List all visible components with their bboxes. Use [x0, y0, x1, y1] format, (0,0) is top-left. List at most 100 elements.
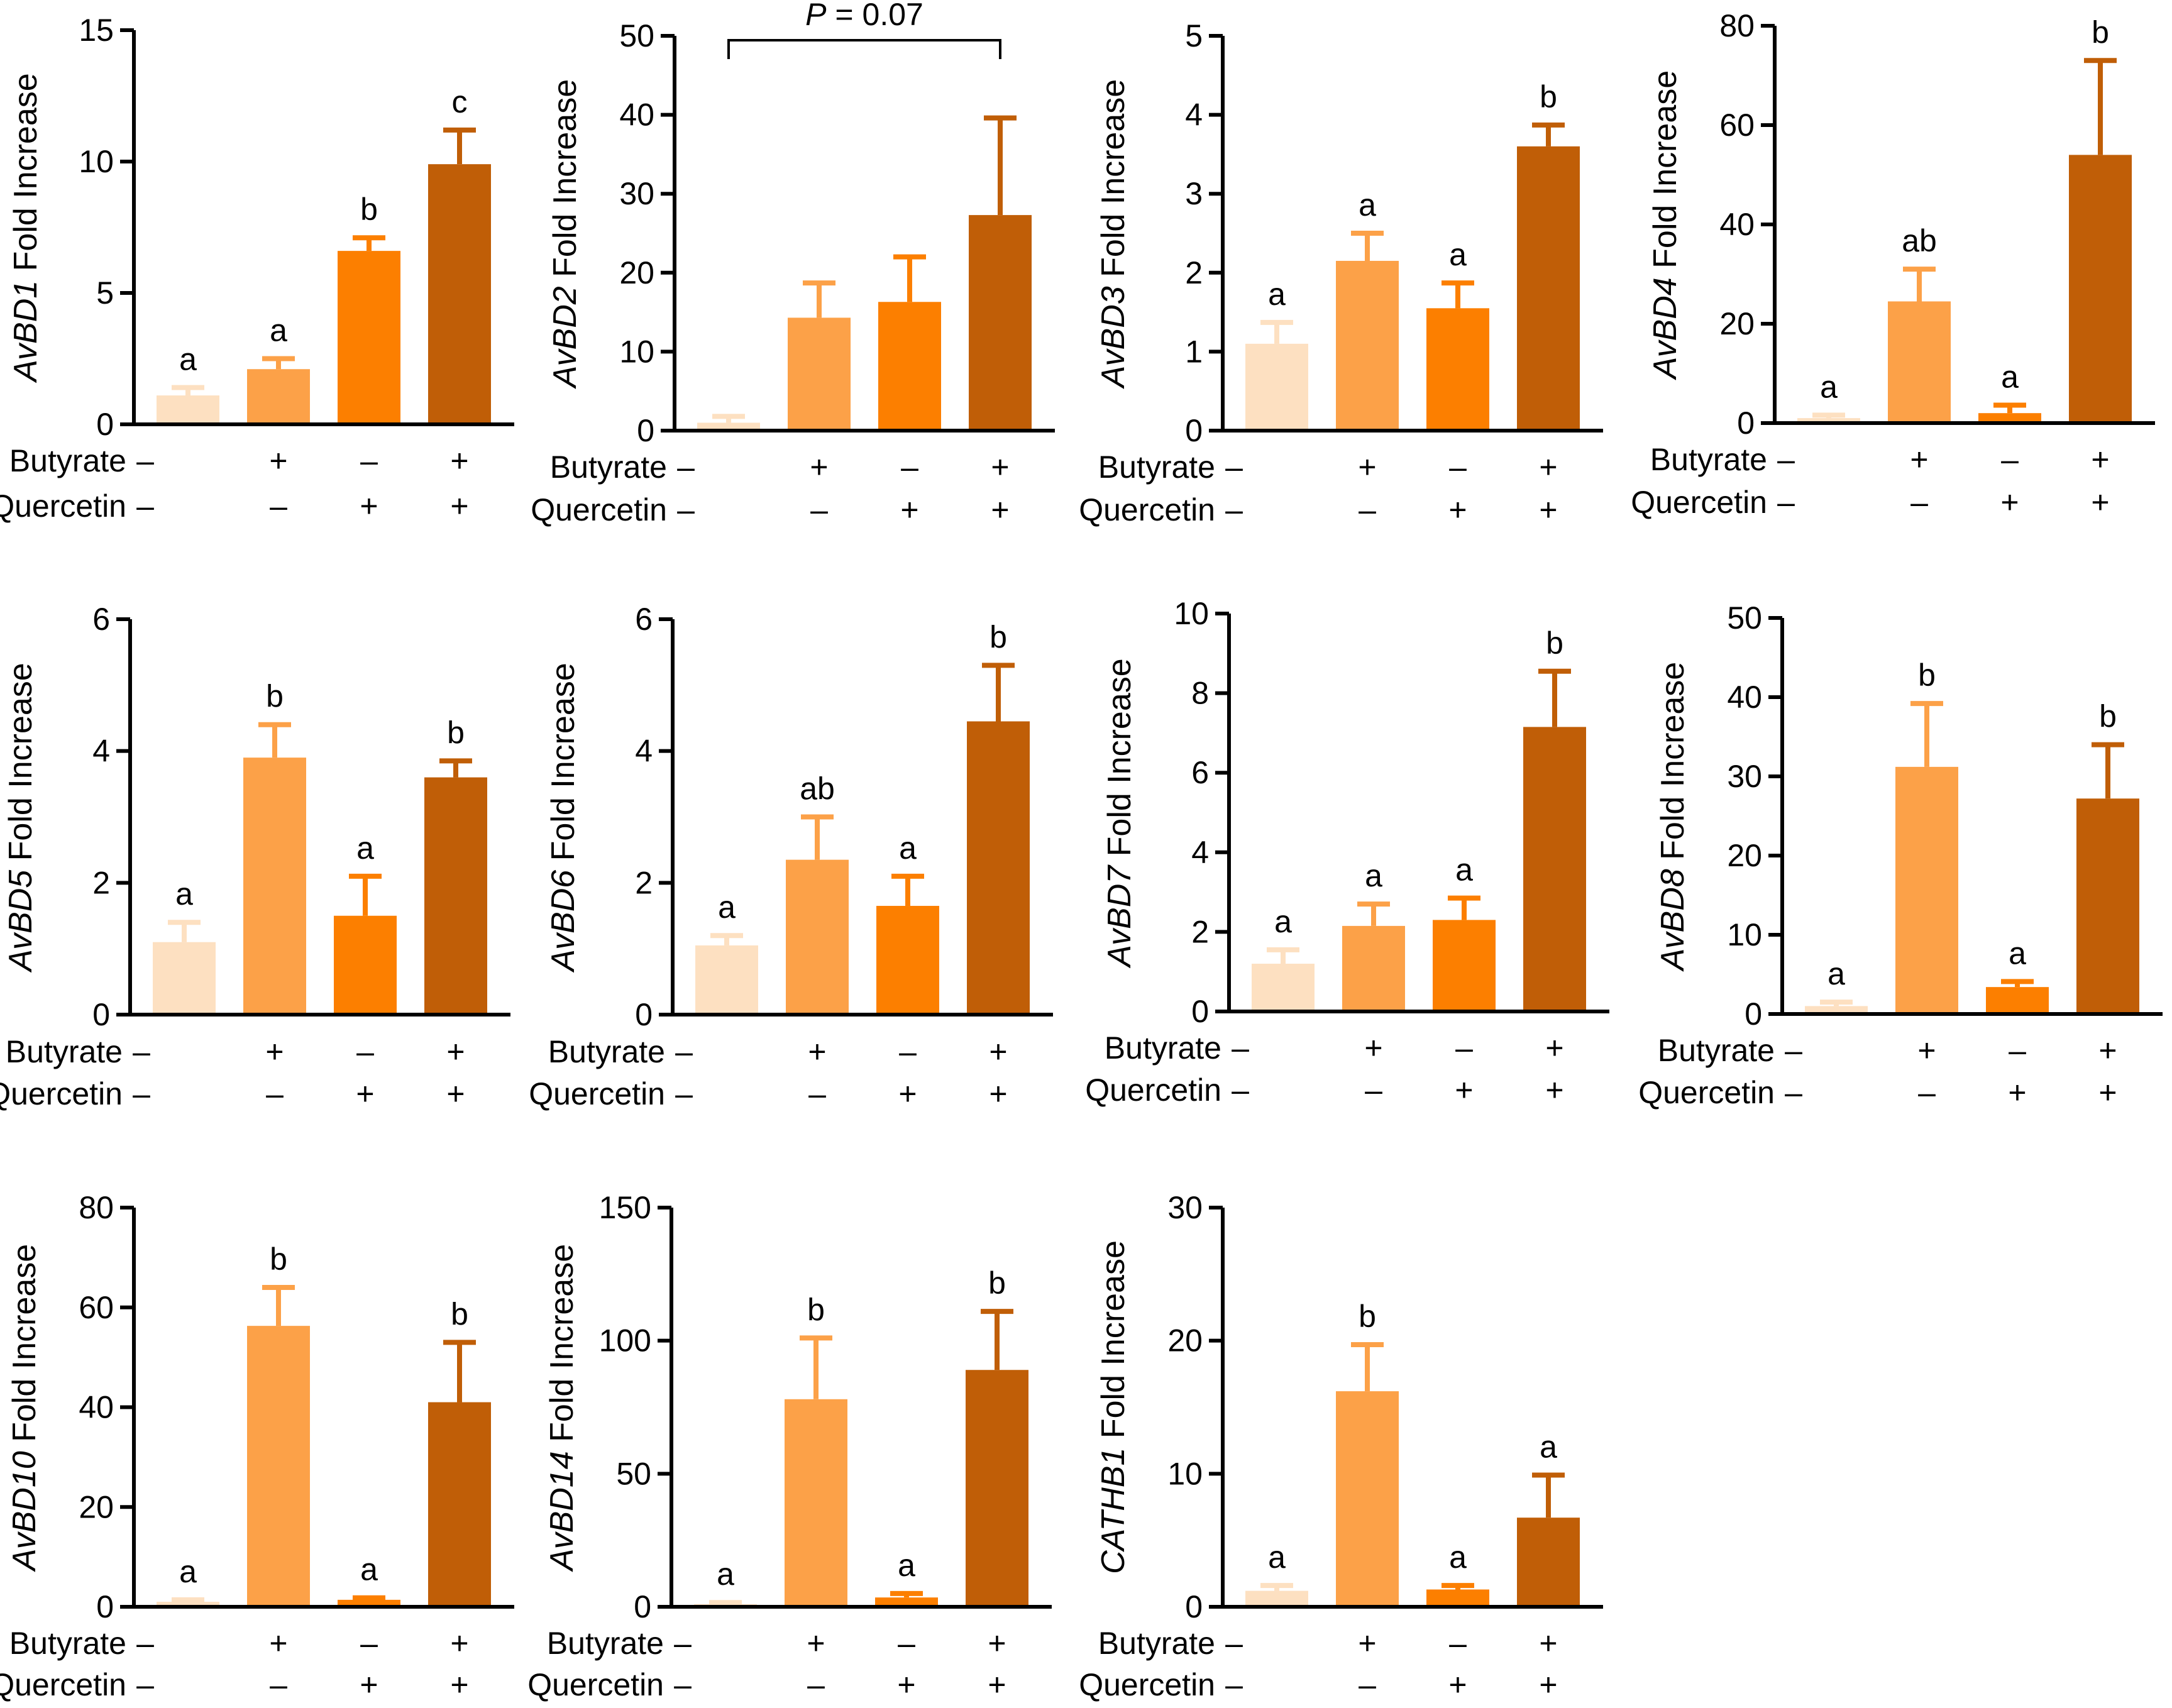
quercetin-sign: – [1918, 1075, 1936, 1110]
quercetin-sign: + [988, 1667, 1006, 1702]
y-tick-label: 10 [79, 144, 114, 179]
quercetin-row-label: Quercetin [531, 492, 667, 527]
chart-avbd5: a b a b 0 2 4 6 AvBD5 Fold Increase Butyrate Querc… [0, 602, 510, 1111]
bar [157, 1602, 219, 1607]
bar [247, 369, 310, 424]
y-axis-title-suffix: Fold Increase [1095, 79, 1132, 287]
quercetin-sign: + [2000, 485, 2019, 520]
butyrate-row-label: Butyrate [9, 1626, 126, 1661]
quercetin-sign: + [360, 1667, 378, 1702]
y-axis-title: CATHB1 Fold Increase [1095, 1240, 1132, 1574]
y-axis-title-suffix: Fold Increase [544, 1244, 580, 1452]
bar [1426, 1589, 1489, 1607]
significance-letter: b [451, 1296, 468, 1331]
significance-letter: b [270, 1242, 287, 1277]
comparison-bracket [727, 39, 1001, 59]
y-axis-title-suffix: Fold Increase [6, 1244, 43, 1452]
y-axis-title-gene: AvBD10 [6, 1451, 43, 1572]
chart-avbd2: 0 10 20 30 40 50 AvBD2 Fold Increase Butyrate Qu… [531, 0, 1055, 527]
y-axis-title: AvBD1 Fold Increase [8, 73, 44, 383]
y-tick-label: 80 [1719, 8, 1755, 43]
y-tick-label: 0 [635, 997, 653, 1032]
bar [1805, 1006, 1868, 1014]
quercetin-sign: + [1448, 492, 1467, 527]
y-tick-label: 20 [619, 255, 654, 290]
y-axis-title-suffix: Fold Increase [1647, 70, 1684, 278]
butyrate-sign: – [1449, 449, 1467, 485]
butyrate-sign: – [1777, 442, 1795, 477]
butyrate-sign: – [1225, 1626, 1243, 1661]
bar [786, 859, 849, 1015]
bar [1797, 418, 1860, 423]
significance-letter: a [1820, 369, 1838, 404]
butyrate-sign: + [808, 1034, 826, 1069]
bar [334, 915, 397, 1015]
y-tick-label: 0 [96, 407, 114, 442]
quercetin-sign: + [360, 488, 378, 524]
y-tick-label: 150 [599, 1190, 651, 1225]
bar [1978, 413, 2041, 423]
y-tick-label: 0 [1185, 413, 1203, 448]
y-axis-title-gene: CATHB1 [1095, 1448, 1132, 1574]
y-tick-label: 20 [1167, 1323, 1203, 1358]
quercetin-sign: + [1455, 1072, 1473, 1108]
quercetin-row-label: Quercetin [1079, 1667, 1215, 1702]
significance-letter: b [360, 192, 378, 227]
y-axis-title: AvBD2 Fold Increase [547, 79, 583, 389]
significance-letter: a [1540, 1429, 1557, 1464]
y-tick-label: 40 [619, 97, 654, 133]
butyrate-sign: + [810, 449, 828, 485]
butyrate-sign: + [446, 1034, 465, 1069]
y-tick-label: 6 [92, 602, 110, 637]
y-tick-label: 20 [1727, 838, 1762, 873]
y-axis-title-suffix: Fold Increase [545, 663, 582, 870]
butyrate-sign: – [2009, 1033, 2026, 1068]
chart-avbd7: a a a b 0 2 4 6 8 10 AvBD7 Fold Increase Butyrate Qu… [1085, 596, 1609, 1108]
quercetin-sign: – [1225, 1667, 1243, 1702]
bar [785, 1399, 847, 1607]
quercetin-sign: – [1785, 1075, 1802, 1110]
y-tick-label: 10 [619, 334, 654, 369]
quercetin-sign: – [1232, 1072, 1249, 1108]
bar [1895, 766, 1958, 1014]
quercetin-sign: + [897, 1667, 915, 1702]
quercetin-sign: – [270, 1667, 287, 1702]
chart-avbd1: a a b c 0 5 10 15 AvBD1 Fold Increase Butyrate Que… [0, 13, 514, 524]
y-tick-label: 0 [96, 1589, 114, 1624]
y-tick-label: 100 [599, 1323, 651, 1358]
y-axis-title-gene: AvBD2 [547, 286, 583, 389]
y-axis-title: AvBD5 Fold Increase [3, 663, 39, 972]
quercetin-row-label: Quercetin [527, 1667, 664, 1702]
quercetin-sign: – [133, 1076, 150, 1111]
butyrate-sign: – [1785, 1033, 1802, 1068]
y-axis-title-gene: AvBD8 [1655, 869, 1691, 972]
significance-letter: a [1268, 277, 1286, 312]
bar [1342, 925, 1405, 1011]
y-tick-label: 0 [634, 1589, 651, 1624]
butyrate-sign: – [136, 1626, 154, 1661]
bar [338, 1599, 400, 1607]
y-tick-label: 60 [79, 1290, 114, 1325]
quercetin-sign: + [1539, 1667, 1557, 1702]
y-tick-label: 10 [1174, 596, 1209, 631]
y-tick-label: 0 [1191, 994, 1209, 1029]
bar [788, 317, 851, 431]
p-value-label: P = 0.07 [805, 0, 923, 32]
chart-avbd3: a a a b 0 1 2 3 4 5 AvBD3 Fold Increase Butyrate Que… [1079, 18, 1603, 527]
butyrate-row-label: Butyrate [9, 443, 126, 478]
bar [428, 1402, 491, 1607]
butyrate-row-label: Butyrate [6, 1034, 123, 1069]
y-tick-label: 50 [619, 18, 654, 53]
bar [338, 251, 400, 424]
y-tick-label: 30 [619, 176, 654, 211]
significance-letter: a [899, 830, 917, 866]
quercetin-sign: – [270, 488, 287, 524]
butyrate-sign: + [807, 1626, 825, 1661]
y-axis-title-gene: AvBD7 [1101, 864, 1138, 969]
y-axis-title-suffix: Fold Increase [547, 79, 583, 287]
y-tick-label: 10 [1167, 1456, 1203, 1491]
quercetin-sign: + [1539, 492, 1557, 527]
chart-cathb1: a b a a 0 10 20 30 CATHB1 Fold Increase Butyrate Q… [1079, 1190, 1603, 1702]
